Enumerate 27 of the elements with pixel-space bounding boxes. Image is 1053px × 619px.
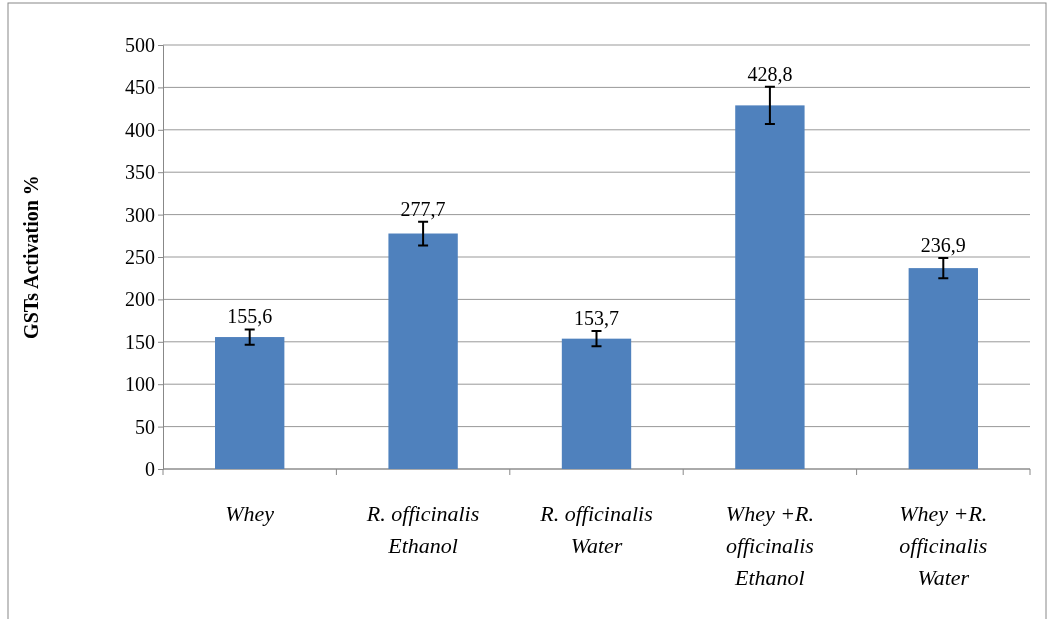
y-tick-label: 100: [125, 373, 155, 396]
x-tick-label: R. officinalis Water: [539, 501, 653, 558]
bar: [215, 337, 285, 469]
data-label: 153,7: [574, 307, 619, 330]
bar: [388, 233, 458, 469]
x-tick-label: Whey: [225, 501, 275, 526]
y-tick-label: 0: [145, 457, 155, 480]
y-tick-label: 250: [125, 245, 155, 268]
y-tick-label: 150: [125, 330, 155, 353]
y-tick-label: 500: [125, 33, 155, 56]
y-axis-title: GSTs Activation %: [20, 175, 42, 339]
bar: [908, 268, 978, 469]
data-label: 236,9: [920, 233, 966, 256]
x-tick-label: R. officinalis Ethanol: [365, 501, 480, 558]
data-label: 155,6: [227, 305, 273, 328]
bar: [561, 338, 632, 469]
y-tick-label: 300: [125, 203, 155, 226]
y-tick-label: 450: [125, 76, 155, 99]
y-tick-label: 350: [125, 161, 155, 184]
x-tick-label: Whey +R. officinalis Ethanol: [725, 501, 814, 590]
y-tick-label: 400: [125, 118, 155, 141]
y-tick-label: 200: [125, 288, 155, 311]
data-label: 428,8: [747, 62, 793, 85]
y-tick-label: 50: [135, 415, 155, 438]
x-tick-label: Whey +R. officinalis Water: [899, 501, 988, 590]
data-label: 277,7: [400, 197, 446, 220]
bar: [735, 105, 805, 469]
